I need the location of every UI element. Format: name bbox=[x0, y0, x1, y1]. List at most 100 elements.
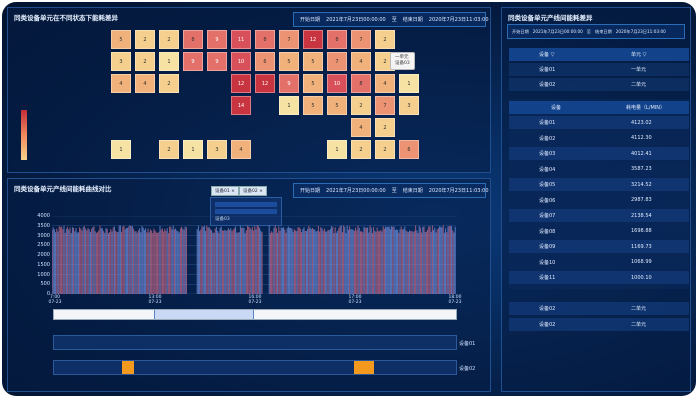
heatmap-cell[interactable]: 5 bbox=[111, 30, 131, 49]
row-value: 1068.99 bbox=[631, 259, 652, 265]
device01-timeline-label: 设备01 bbox=[459, 341, 476, 347]
heatmap-cell[interactable]: 10 bbox=[231, 52, 251, 71]
right-date-range[interactable]: 开始日期 2021年7月23日00:00:00 至 结束日期 2020年7月23… bbox=[507, 24, 685, 39]
heatmap-cell[interactable]: 12 bbox=[255, 74, 275, 93]
end-date-value[interactable]: 2020年7月23日11:03:00 bbox=[428, 17, 489, 23]
table-row[interactable]: 设备03 4012.41 bbox=[509, 147, 689, 160]
heatmap-cell[interactable]: 2 bbox=[159, 74, 179, 93]
heatmap-cell[interactable]: 7 bbox=[279, 30, 299, 49]
device-dropdown[interactable]: 设备03 bbox=[210, 197, 282, 226]
heatmap-cell[interactable]: 2 bbox=[375, 140, 395, 159]
table-row[interactable]: 设备02 二单元 bbox=[509, 78, 689, 91]
heatmap-cell[interactable]: 4 bbox=[231, 140, 251, 159]
heatmap-cell[interactable]: 12 bbox=[231, 74, 251, 93]
dropdown-option-03[interactable]: 设备03 bbox=[215, 217, 230, 222]
heatmap-cell[interactable]: 8 bbox=[351, 74, 371, 93]
heatmap-cell[interactable]: 7 bbox=[351, 30, 371, 49]
heatmap-cell[interactable]: 7 bbox=[375, 96, 395, 115]
slider-selection[interactable] bbox=[154, 310, 254, 319]
heatmap-cell[interactable]: 2 bbox=[375, 118, 395, 137]
heatmap-cell[interactable]: 2 bbox=[351, 140, 371, 159]
heatmap-cell[interactable]: 4 bbox=[375, 74, 395, 93]
start-date-value[interactable]: 2021年7月23日00:00:00 bbox=[326, 17, 386, 23]
col-energy: 耗电量（L/MIN） bbox=[626, 105, 665, 111]
heatmap-cell[interactable]: 2 bbox=[135, 52, 155, 71]
end-date-value[interactable]: 2020年7月23日11:03:00 bbox=[615, 28, 666, 34]
table-row[interactable]: 设备06 2987.83 bbox=[509, 193, 689, 207]
heatmap-cell[interactable]: 8 bbox=[183, 30, 203, 49]
heatmap-cell[interactable]: 4 bbox=[111, 74, 131, 93]
dropdown-option[interactable] bbox=[215, 202, 277, 207]
unit-filter[interactable]: 单元 ▽ bbox=[631, 52, 647, 58]
heatmap-cell[interactable]: 8 bbox=[327, 30, 347, 49]
heatmap-cell[interactable]: 3 bbox=[399, 96, 419, 115]
dropdown-option[interactable] bbox=[215, 209, 277, 214]
row-value: 1698.88 bbox=[631, 228, 652, 234]
heatmap-cell[interactable]: 11 bbox=[231, 30, 251, 49]
heatmap-cell[interactable]: 9 bbox=[207, 30, 227, 49]
end-date-value[interactable]: 2020年7月23日11:03:00 bbox=[428, 188, 489, 194]
time-range-slider[interactable] bbox=[53, 309, 457, 320]
heatmap-cell[interactable]: 5 bbox=[303, 74, 323, 93]
heatmap-cell[interactable]: 2 bbox=[351, 96, 371, 115]
table-row[interactable]: 设备11 1000.10 bbox=[509, 271, 689, 284]
row-device: 设备05 bbox=[539, 182, 556, 188]
timeline-block[interactable] bbox=[354, 361, 374, 374]
table-row[interactable]: 设备10 1068.99 bbox=[509, 255, 689, 269]
device-chip-01[interactable]: 设备01 × bbox=[211, 186, 239, 196]
heatmap-cell[interactable]: 2 bbox=[375, 30, 395, 49]
heatmap-cell[interactable]: 1 bbox=[111, 140, 131, 159]
heatmap-cell[interactable]: 4 bbox=[351, 118, 371, 137]
heatmap-cell[interactable]: 6 bbox=[255, 52, 275, 71]
heatmap-cell[interactable]: 12 bbox=[303, 30, 323, 49]
trend-date-range[interactable]: 开始日期 2021年7月23日00:00:00 至 结束日期 2020年7月23… bbox=[293, 183, 489, 198]
heatmap-cell[interactable]: 5 bbox=[327, 96, 347, 115]
heatmap-cell[interactable]: 3 bbox=[207, 140, 227, 159]
heatmap-cell[interactable]: 9 bbox=[183, 52, 203, 71]
device-chip-02[interactable]: 设备02 × bbox=[239, 186, 267, 196]
start-date-value[interactable]: 2021年7月23日00:00:00 bbox=[532, 28, 583, 34]
heatmap-cell[interactable]: 5 bbox=[303, 96, 323, 115]
table-row[interactable]: 设备01 一单元 bbox=[509, 63, 689, 76]
heatmap-cell[interactable]: 6 bbox=[399, 140, 419, 159]
row-device: 设备02 bbox=[539, 135, 556, 142]
heatmap-cell[interactable]: 7 bbox=[327, 52, 347, 71]
heatmap-cell[interactable]: 1 bbox=[183, 140, 203, 159]
x-tick-label: 18:00 07-23 bbox=[448, 295, 462, 305]
range-separator: 至 bbox=[391, 17, 397, 23]
heatmap-cell[interactable]: 14 bbox=[231, 96, 251, 115]
heatmap-cell[interactable]: 4 bbox=[351, 52, 371, 71]
start-date-value[interactable]: 2021年7月23日00:00:00 bbox=[326, 188, 386, 194]
heatmap-cell[interactable]: 2 bbox=[159, 30, 179, 49]
timeline-block[interactable] bbox=[122, 361, 134, 374]
table-row[interactable]: 设备08 1698.88 bbox=[509, 224, 689, 238]
heatmap-cell[interactable]: 9 bbox=[279, 74, 299, 93]
device-filter[interactable]: 设备 ▽ bbox=[539, 52, 555, 58]
heatmap-cell[interactable]: 1 bbox=[279, 96, 299, 115]
table-row[interactable]: 设备02 二单元 bbox=[509, 302, 689, 315]
table-row[interactable]: 设备01 4123.02 bbox=[509, 116, 689, 129]
heatmap-cell[interactable]: 10 bbox=[327, 74, 347, 93]
heatmap-cell[interactable]: 3 bbox=[111, 52, 131, 71]
heatmap-cell[interactable]: 5 bbox=[303, 52, 323, 71]
heatmap-cell[interactable]: 9 bbox=[207, 52, 227, 71]
heatmap-cell[interactable]: 2 bbox=[159, 140, 179, 159]
heatmap-cell[interactable]: 4 bbox=[135, 74, 155, 93]
heatmap-cell[interactable]: 2 bbox=[135, 30, 155, 49]
start-date-label: 开始日期 bbox=[512, 28, 529, 34]
table-row[interactable]: 设备09 1169.73 bbox=[509, 240, 689, 253]
heatmap-date-range[interactable]: 开始日期 2021年7月23日00:00:00 至 结束日期 2020年7月23… bbox=[293, 12, 489, 27]
table-row[interactable]: 设备07 2138.54 bbox=[509, 209, 689, 222]
table-row[interactable]: 设备02 4112.30 bbox=[509, 131, 689, 145]
heatmap-cell[interactable]: 1 bbox=[399, 74, 419, 93]
table-row[interactable]: 设备05 3214.52 bbox=[509, 178, 689, 191]
energy-table-header: 设备 耗电量（L/MIN） bbox=[509, 101, 689, 114]
row-device: 设备08 bbox=[539, 228, 556, 235]
table-row[interactable]: 设备02 二单元 bbox=[509, 318, 689, 331]
heatmap-cell[interactable]: 5 bbox=[279, 52, 299, 71]
table-row[interactable]: 设备04 3587.23 bbox=[509, 162, 689, 176]
heatmap-cell[interactable]: 1 bbox=[159, 52, 179, 71]
heatmap-cell[interactable]: 1 bbox=[327, 140, 347, 159]
device01-timeline bbox=[53, 335, 457, 350]
heatmap-cell[interactable]: 8 bbox=[255, 30, 275, 49]
